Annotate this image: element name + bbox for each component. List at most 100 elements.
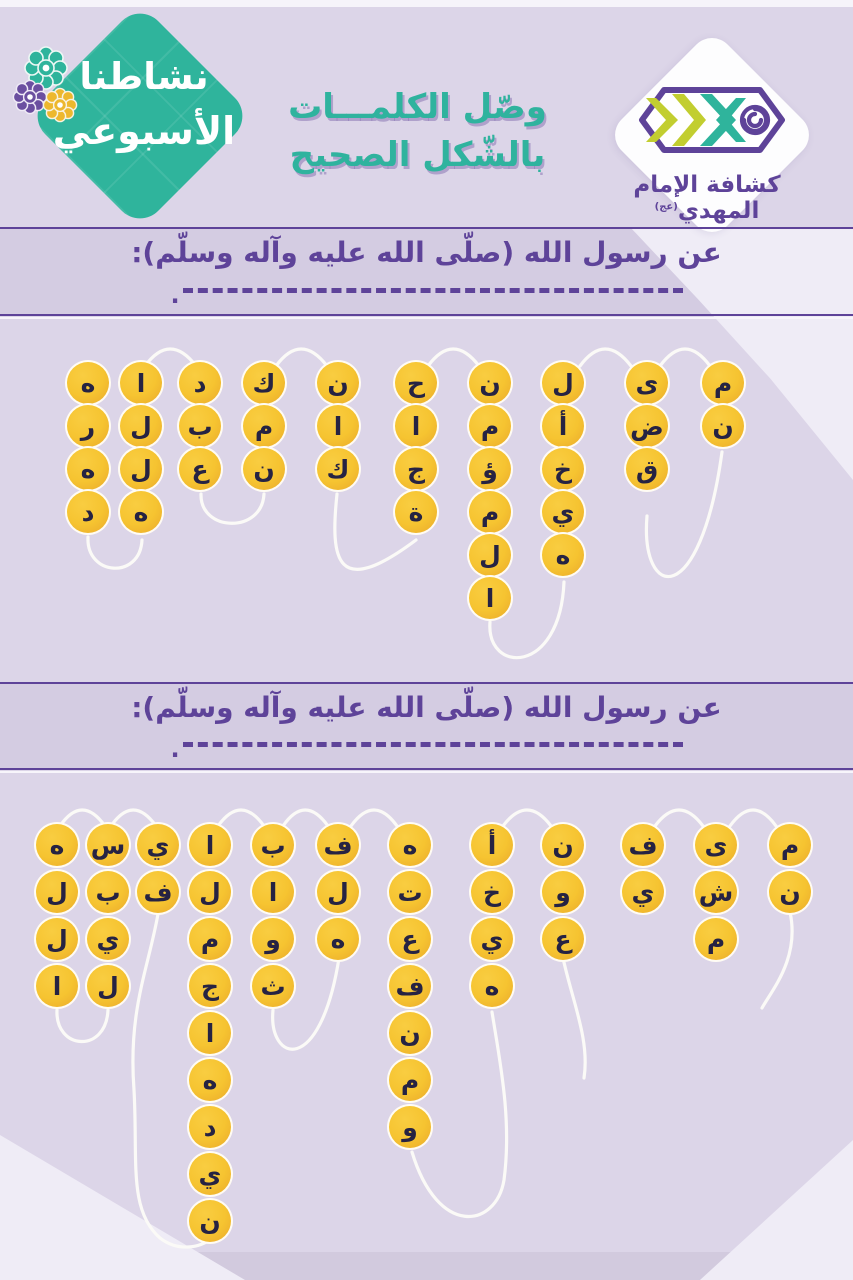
letter-circle[interactable]: ل: [34, 869, 80, 915]
letter-circle[interactable]: ل: [467, 532, 513, 578]
letter-circle[interactable]: د: [177, 360, 223, 406]
letter-circle[interactable]: ف: [620, 822, 666, 868]
letter-circle[interactable]: ب: [85, 869, 131, 915]
letter-circle[interactable]: ع: [387, 916, 433, 962]
letter-circle[interactable]: ع: [540, 916, 586, 962]
letter-circle[interactable]: ي: [540, 489, 586, 535]
letter-circle[interactable]: م: [467, 403, 513, 449]
letter-circle[interactable]: ي: [85, 916, 131, 962]
letter-circle[interactable]: ه: [540, 532, 586, 578]
letter-circle[interactable]: ي: [135, 822, 181, 868]
letter-circle[interactable]: ل: [118, 446, 164, 492]
letter-circle[interactable]: ه: [387, 822, 433, 868]
letter-circle[interactable]: ن: [767, 869, 813, 915]
letter-circle[interactable]: خ: [540, 446, 586, 492]
connector-arc: [653, 808, 705, 828]
connector-arc: [578, 347, 633, 368]
letter-circle[interactable]: ن: [187, 1198, 233, 1244]
letter-circle[interactable]: ث: [250, 963, 296, 1009]
letter-circle[interactable]: ى: [693, 822, 739, 868]
letter-circle[interactable]: ب: [177, 403, 223, 449]
letter-circle[interactable]: م: [767, 822, 813, 868]
letter-circle[interactable]: أ: [540, 403, 586, 449]
letter-circle[interactable]: م: [241, 403, 287, 449]
flower-decoration-icon: [12, 46, 78, 123]
letter-circle[interactable]: ه: [187, 1057, 233, 1103]
letter-circle[interactable]: م: [467, 489, 513, 535]
letter-circle[interactable]: ه: [34, 822, 80, 868]
letter-circle[interactable]: ل: [540, 360, 586, 406]
letter-circle[interactable]: ف: [135, 869, 181, 915]
divider-line: [0, 227, 853, 229]
letter-circle[interactable]: ن: [315, 360, 361, 406]
letter-circle[interactable]: ض: [624, 403, 670, 449]
letter-circle[interactable]: ف: [387, 963, 433, 1009]
section2-band: [0, 684, 853, 768]
section2-answer-line: .: [0, 737, 853, 761]
letter-circle[interactable]: م: [700, 360, 746, 406]
connector-loop: [86, 535, 144, 570]
letter-circle[interactable]: و: [540, 869, 586, 915]
connector-arc: [501, 808, 553, 828]
letter-circle[interactable]: و: [250, 916, 296, 962]
letter-circle[interactable]: د: [65, 489, 111, 535]
letter-circle[interactable]: ج: [393, 446, 439, 492]
letter-circle[interactable]: ك: [241, 360, 287, 406]
letter-circle[interactable]: ج: [187, 963, 233, 1009]
letter-circle[interactable]: ا: [187, 822, 233, 868]
letter-circle[interactable]: خ: [469, 869, 515, 915]
connector-arc: [109, 808, 158, 828]
letter-circle[interactable]: ا: [34, 963, 80, 1009]
badge-title: نشاطنا الأسبوعي: [45, 50, 243, 159]
letter-circle[interactable]: م: [693, 916, 739, 962]
letter-circle[interactable]: ت: [387, 869, 433, 915]
connector-arc: [658, 347, 712, 368]
letter-circle[interactable]: ل: [118, 403, 164, 449]
letter-circle[interactable]: م: [387, 1057, 433, 1103]
letter-circle[interactable]: ه: [315, 916, 361, 962]
letter-circle[interactable]: ك: [315, 446, 361, 492]
letter-circle[interactable]: ن: [700, 403, 746, 449]
letter-circle[interactable]: و: [387, 1104, 433, 1150]
letter-circle[interactable]: ل: [187, 869, 233, 915]
letter-circle[interactable]: ع: [177, 446, 223, 492]
letter-circle[interactable]: ن: [467, 360, 513, 406]
letter-circle[interactable]: ل: [85, 963, 131, 1009]
letter-circle[interactable]: ي: [187, 1151, 233, 1197]
letter-circle[interactable]: ؤ: [467, 446, 513, 492]
letter-circle[interactable]: ق: [624, 446, 670, 492]
letter-circle[interactable]: ش: [693, 869, 739, 915]
letter-circle[interactable]: ي: [620, 869, 666, 915]
letter-circle[interactable]: ه: [65, 446, 111, 492]
letter-circle[interactable]: م: [187, 916, 233, 962]
letter-circle[interactable]: ه: [118, 489, 164, 535]
letter-circle[interactable]: ف: [315, 822, 361, 868]
letter-circle[interactable]: ا: [250, 869, 296, 915]
letter-circle[interactable]: ن: [387, 1010, 433, 1056]
letter-circle[interactable]: س: [85, 822, 131, 868]
letter-circle[interactable]: ا: [118, 360, 164, 406]
letter-circle[interactable]: ا: [187, 1010, 233, 1056]
letter-circle[interactable]: ه: [469, 963, 515, 1009]
letter-circle[interactable]: ة: [393, 489, 439, 535]
letter-circle[interactable]: ن: [241, 446, 287, 492]
letter-circle[interactable]: ا: [393, 403, 439, 449]
letter-circle[interactable]: ا: [467, 575, 513, 621]
letter-circle[interactable]: ن: [540, 822, 586, 868]
letter-circle[interactable]: ر: [65, 403, 111, 449]
letter-circle[interactable]: ه: [65, 360, 111, 406]
letter-circle[interactable]: ب: [250, 822, 296, 868]
divider-line: [0, 314, 853, 316]
letter-circle[interactable]: أ: [469, 822, 515, 868]
connector-loop: [488, 580, 566, 660]
letter-circle[interactable]: ي: [469, 916, 515, 962]
letter-circle[interactable]: ل: [34, 916, 80, 962]
activity-title: وصّل الكلمـــات بالشّكل الصحيح: [250, 84, 585, 179]
letter-circle[interactable]: ى: [624, 360, 670, 406]
letter-circle[interactable]: ل: [315, 869, 361, 915]
letter-circle[interactable]: ح: [393, 360, 439, 406]
letter-circle[interactable]: د: [187, 1104, 233, 1150]
letter-circle[interactable]: ا: [315, 403, 361, 449]
connector-arc: [216, 808, 266, 828]
